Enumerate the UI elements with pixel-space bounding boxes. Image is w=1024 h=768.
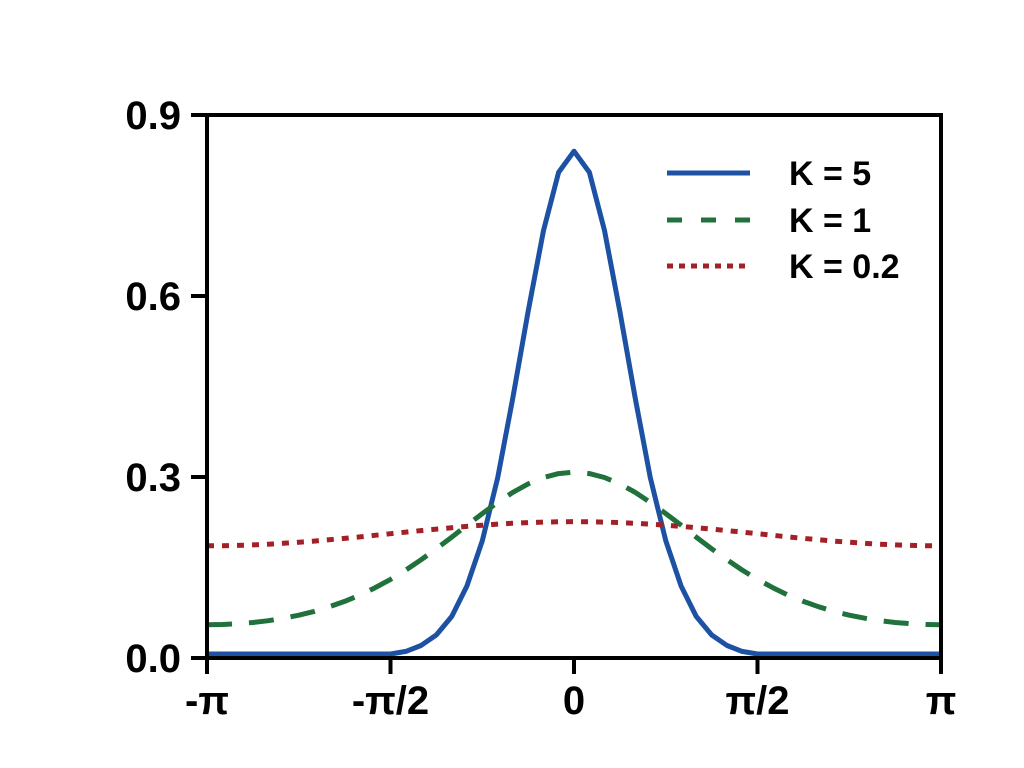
- series-lines: [206, 148, 942, 657]
- legend: K = 5 K = 1 K = 0.2: [667, 155, 900, 286]
- x-tick-label-2: -π/2: [352, 679, 429, 723]
- x-tick-label-2: π/2: [726, 679, 790, 723]
- axis-ticks: 0.0 0.3 0.6 0.9 -π -π/2 0 π/2 π: [125, 94, 956, 723]
- axes-box: [205, 113, 943, 660]
- legend-label-k-1: K = 1: [789, 202, 871, 240]
- x-tick-label-0: 0: [563, 679, 585, 723]
- y-tick-label-0-3: 0.3: [125, 456, 181, 500]
- legend-label-k-5: K = 5: [789, 155, 871, 193]
- y-tick-label-0-0: 0.0: [125, 637, 181, 681]
- legend-label-k-0-2: K = 0.2: [789, 248, 900, 286]
- y-tick-label-0-9: 0.9: [125, 94, 181, 138]
- axes-frame: [205, 113, 943, 660]
- series-line-k-5: [207, 148, 941, 657]
- x-tick-label-: -π: [185, 679, 229, 723]
- x-tick-label-: π: [926, 679, 957, 723]
- y-tick-label-0-6: 0.6: [125, 275, 181, 319]
- series-line-k-0-2: [206, 519, 942, 549]
- series-line-k-1: [206, 469, 942, 628]
